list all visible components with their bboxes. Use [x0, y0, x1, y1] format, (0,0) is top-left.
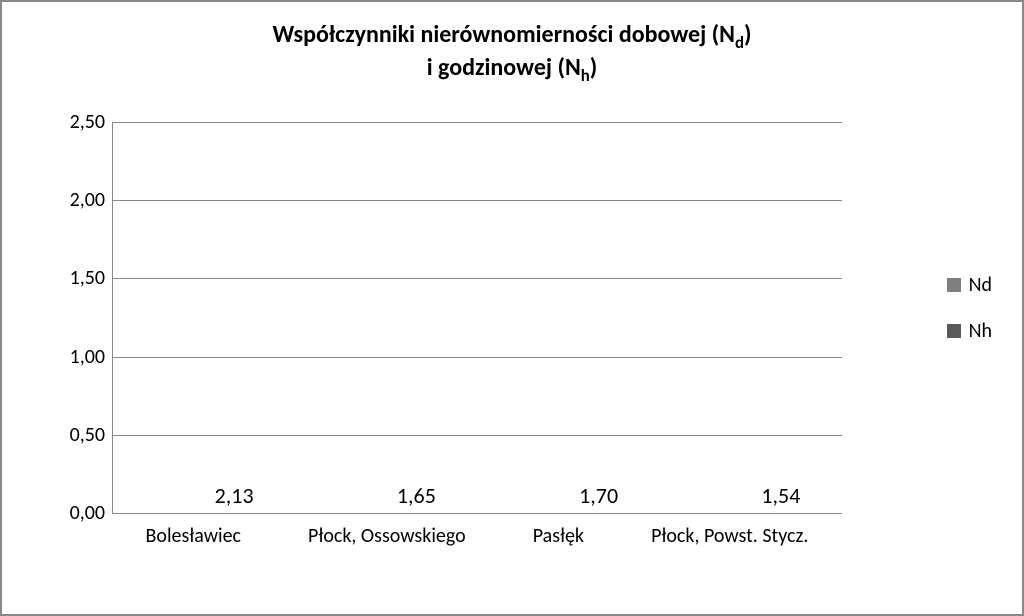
- gridline: [113, 200, 842, 201]
- x-tick-label: Płock, Ossowskiego: [308, 514, 466, 548]
- chart-title: Współczynniki nierównomierności dobowej …: [2, 2, 1022, 86]
- chart-body: 1,10 2,13 1,20 1,65 1,06 1,70 1,19 1,54 0,00 0,5…: [42, 122, 862, 554]
- legend-item: Nh: [947, 319, 992, 343]
- gridline: [113, 122, 842, 123]
- bar-value-label: 1,54: [761, 482, 800, 509]
- y-tick-label: 0,00: [70, 501, 105, 525]
- legend-swatch: [947, 324, 961, 338]
- x-tick-label: Płock, Powst. Stycz.: [651, 514, 808, 548]
- y-tick-label: 1,00: [70, 345, 105, 369]
- x-tick-label: Pasłęk: [533, 514, 584, 548]
- legend-item: Nd: [947, 273, 992, 297]
- legend-label: Nd: [969, 273, 992, 297]
- bars-row: 1,10 2,13 1,20 1,65 1,06 1,70 1,19 1,54: [113, 122, 842, 513]
- bar-value-label: 1,10: [155, 478, 194, 505]
- gridline: [113, 278, 842, 279]
- bar-value-label: 1,19: [701, 478, 740, 505]
- y-tick-label: 2,50: [70, 110, 105, 134]
- bar-value-label: 1,70: [579, 482, 618, 509]
- bar-value-label: 2,13: [215, 482, 254, 509]
- y-tick-label: 0,50: [70, 423, 105, 447]
- x-tick-label: Bolesławiec: [146, 514, 241, 548]
- bar-value-label: 1,65: [397, 482, 436, 509]
- gridline: [113, 357, 842, 358]
- legend: Nd Nh: [947, 273, 992, 343]
- bar-value-label: 1,20: [337, 478, 376, 505]
- legend-swatch: [947, 278, 961, 292]
- chart-container: Współczynniki nierównomierności dobowej …: [0, 0, 1024, 616]
- bar-value-label: 1,06: [519, 478, 558, 505]
- gridline: [113, 435, 842, 436]
- y-tick-label: 1,50: [70, 266, 105, 290]
- x-axis: Bolesławiec Płock, Ossowskiego Pasłęk Płock…: [112, 514, 842, 554]
- y-tick-label: 2,00: [70, 188, 105, 212]
- legend-label: Nh: [969, 319, 992, 343]
- plot-area: 1,102,131,201,651,061,701,191,54 0,000,5…: [112, 122, 842, 514]
